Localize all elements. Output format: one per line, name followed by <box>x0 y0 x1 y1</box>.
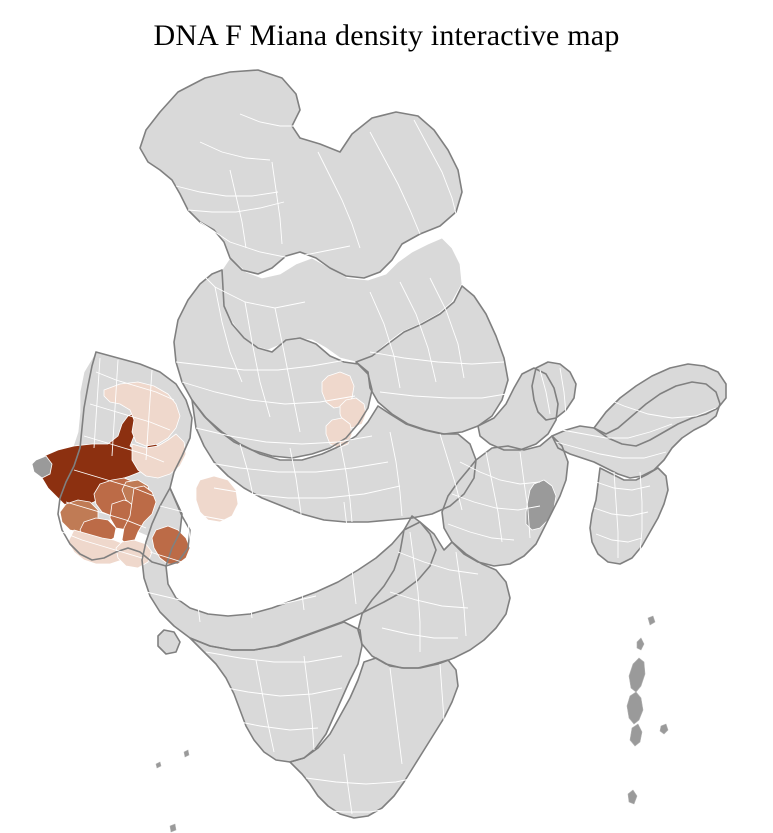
island-lakshadweep-a[interactable] <box>155 761 162 769</box>
state-border-tn-kerala <box>289 657 459 819</box>
district-region[interactable] <box>139 69 463 279</box>
district-kutch-west-tip[interactable] <box>31 455 53 479</box>
island-nicobar-a[interactable] <box>627 789 638 805</box>
island-small-east[interactable] <box>659 723 669 735</box>
district-ahmedabad-pale[interactable] <box>131 433 187 479</box>
state-border-bihar <box>477 367 559 451</box>
island-barren[interactable] <box>647 615 656 626</box>
island-andaman-mid[interactable] <box>628 657 646 693</box>
district-mp-central[interactable] <box>325 417 353 449</box>
state-border-maharashtra <box>141 487 437 651</box>
islands-layer <box>155 615 669 833</box>
district-bhavnagar-arm[interactable] <box>121 485 157 547</box>
state-border-northeast <box>551 381 721 479</box>
state-border-jk <box>139 69 463 279</box>
state-border-karnataka <box>189 621 363 763</box>
district-surat-valsad[interactable] <box>151 525 191 565</box>
highlighted-districts-layer <box>31 371 557 569</box>
state-boundaries-layer <box>57 69 727 819</box>
state-border-ne-column <box>589 467 669 565</box>
state-border-andhra <box>357 521 511 669</box>
island-andaman-north[interactable] <box>636 637 645 651</box>
state-border-gujarat <box>57 351 193 567</box>
map-canvas[interactable] <box>0 52 773 833</box>
island-lakshadweep-b[interactable] <box>183 749 190 758</box>
district-banaskantha-patan[interactable] <box>103 381 181 447</box>
state-border-arunachal <box>593 363 727 447</box>
island-andaman-lower[interactable] <box>629 723 643 747</box>
state-border-up <box>355 285 509 435</box>
district-subdivision-lines <box>61 113 717 815</box>
state-border-rajasthan <box>173 269 373 459</box>
island-andaman-south[interactable] <box>626 691 644 725</box>
state-border-east <box>441 435 569 567</box>
page-title: DNA F Miana density interactive map <box>153 19 620 52</box>
india-choropleth-map[interactable] <box>0 52 773 833</box>
district-nashik-pale[interactable] <box>195 475 239 523</box>
island-lakshadweep-c[interactable] <box>169 823 177 833</box>
state-border-goa <box>157 629 181 655</box>
